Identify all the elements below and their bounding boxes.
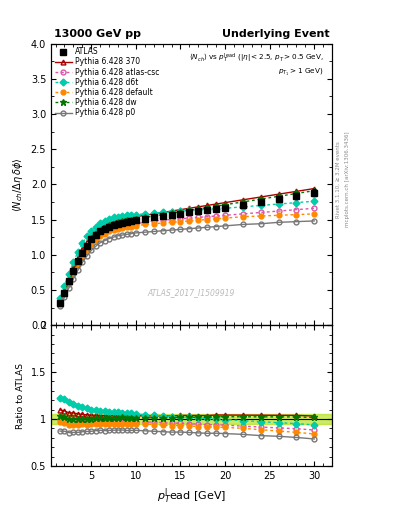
- Text: $\langle N_{ch}\rangle$ vs $p_T^{\rm lead}$ ($|\eta| < 2.5$, $p_T > 0.5$ GeV, $p: $\langle N_{ch}\rangle$ vs $p_T^{\rm lea…: [189, 52, 324, 78]
- Text: Underlying Event: Underlying Event: [222, 29, 329, 39]
- Legend: ATLAS, Pythia 6.428 370, Pythia 6.428 atlas-csc, Pythia 6.428 d6t, Pythia 6.428 : ATLAS, Pythia 6.428 370, Pythia 6.428 at…: [53, 46, 161, 119]
- Text: ATLAS_2017_I1509919: ATLAS_2017_I1509919: [148, 288, 235, 297]
- Y-axis label: $\langle N_{ch}/ \Delta\eta\,\delta\phi\rangle$: $\langle N_{ch}/ \Delta\eta\,\delta\phi\…: [11, 157, 25, 211]
- Text: 13000 GeV pp: 13000 GeV pp: [54, 29, 141, 39]
- Y-axis label: Ratio to ATLAS: Ratio to ATLAS: [16, 362, 25, 429]
- Bar: [51, 414, 332, 424]
- Text: mcplots.cern.ch [arXiv:1306.3436]: mcplots.cern.ch [arXiv:1306.3436]: [345, 132, 350, 227]
- X-axis label: $p_T^{\rm l}$ead [GeV]: $p_T^{\rm l}$ead [GeV]: [157, 486, 226, 506]
- Text: Rivet 3.1.10, ≥ 3.2M events: Rivet 3.1.10, ≥ 3.2M events: [336, 141, 341, 218]
